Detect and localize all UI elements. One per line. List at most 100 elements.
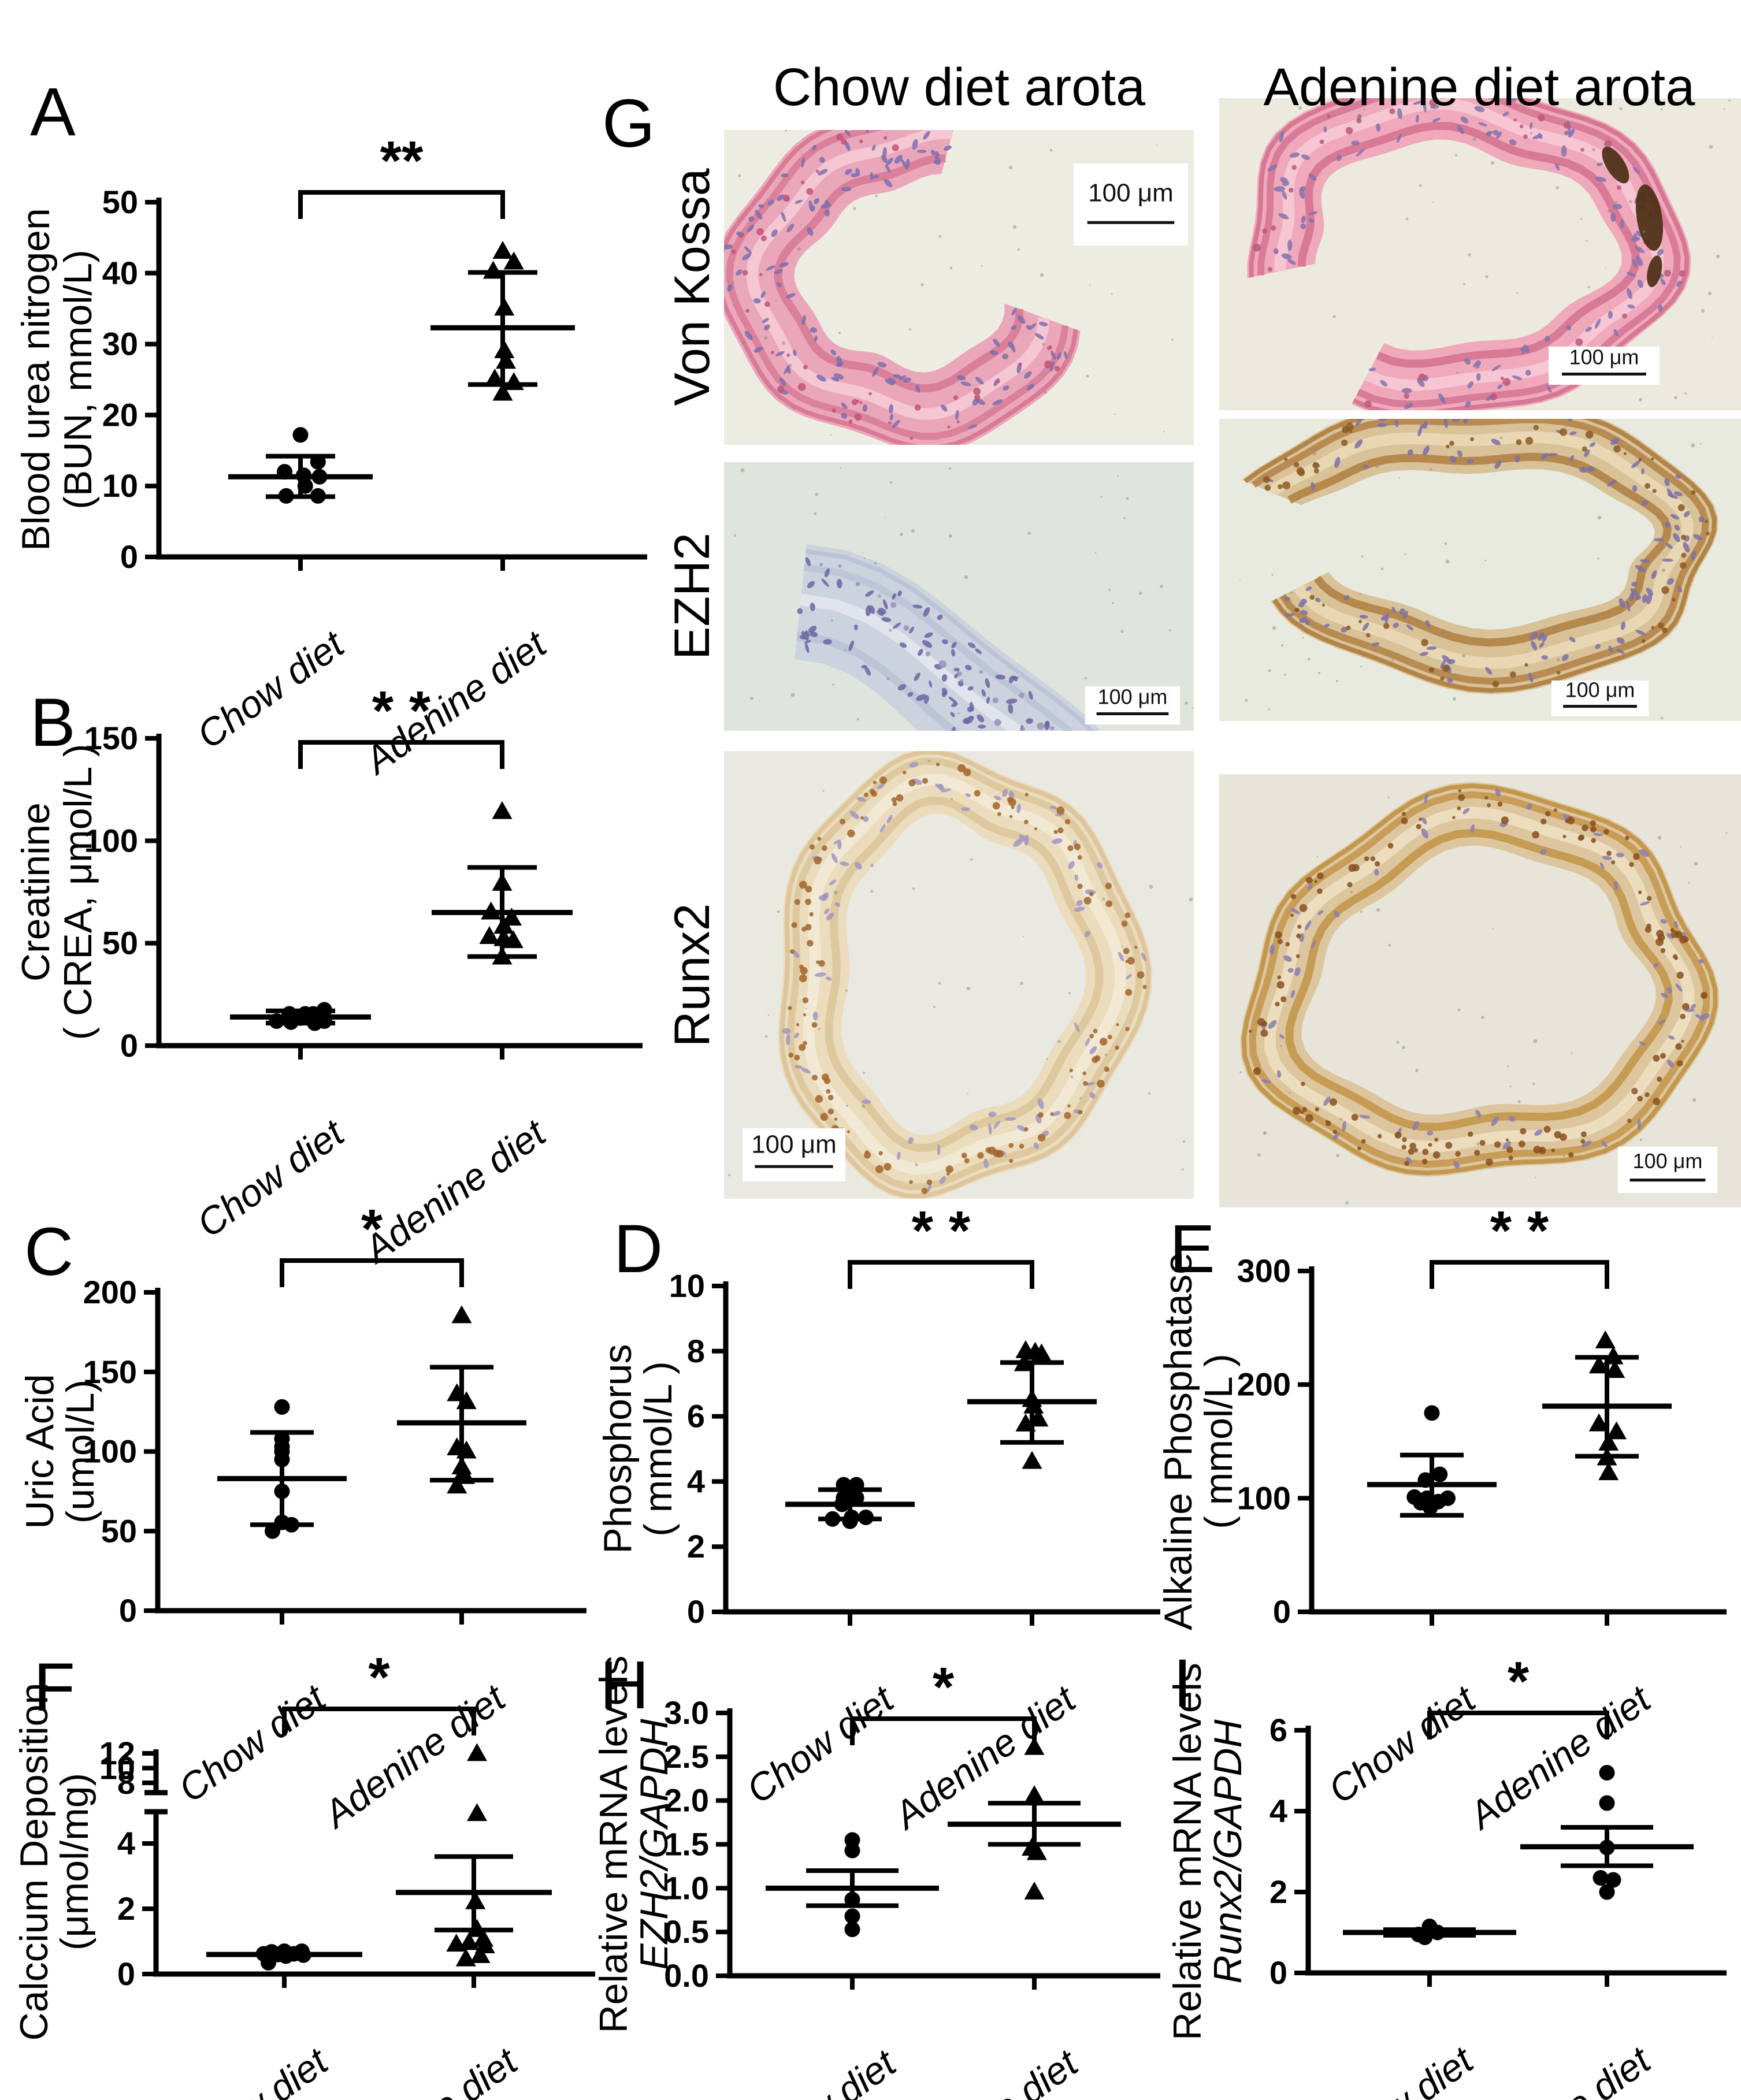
data-point [1606, 1421, 1627, 1440]
g-column-title-adenine: Adenine diet arota [1263, 58, 1695, 117]
axes [1309, 1266, 1727, 1615]
y-tick-label: 1.5 [664, 1826, 709, 1863]
data-point [1599, 1765, 1615, 1781]
error-bars [430, 270, 575, 387]
data-point [484, 369, 505, 386]
scale-bar-label: 100 μm [1565, 678, 1635, 702]
panel-letter-g: G [602, 86, 655, 162]
significance-stars: ** [380, 130, 424, 192]
y-axis-title-line: EZH2/GAPDH [632, 1718, 676, 1969]
y-axis-title-line: Creatinine [14, 802, 58, 982]
y-tick-label: 100 [84, 822, 138, 858]
significance-bracket [848, 1260, 1034, 1289]
data-point [261, 1954, 276, 1971]
data-point [1605, 1872, 1621, 1888]
y-tick-label: 50 [101, 1512, 137, 1549]
nuclei-layer [1265, 419, 1705, 683]
y-ticks: 0 100 200 300 [1237, 1252, 1312, 1630]
data-point [467, 1803, 487, 1822]
y-axis-title-line: Uric Acid [18, 1374, 62, 1529]
data-point [1024, 1737, 1045, 1755]
panel-letter-h: H [600, 1647, 649, 1723]
series-adenine-diet [396, 1743, 552, 1967]
y-tick-label: 100 [1237, 1480, 1291, 1516]
y-tick-label: 0.0 [664, 1957, 709, 1994]
y-tick-label: 4 [687, 1463, 705, 1499]
y-tick-label: 200 [1237, 1366, 1291, 1403]
x-category-label: Adenine diet [1460, 1677, 1660, 1838]
y-tick-label: 1.0 [664, 1869, 709, 1906]
axes [144, 1749, 595, 1977]
tissue-streak [774, 154, 1024, 393]
y-tick-label: 0 [120, 538, 138, 575]
scale-bar: 100 μm [1085, 685, 1180, 724]
y-tick-label: 0 [1273, 1593, 1291, 1630]
error-bars [967, 1360, 1097, 1445]
y-axis-title-line: Runx2/GAPDH [1206, 1719, 1250, 1983]
data-point [1595, 1330, 1616, 1348]
x-category-label: Chow diet [1320, 1677, 1484, 1812]
y-tick-label: 10 [99, 1750, 135, 1786]
series-adenine-diet [948, 1737, 1121, 1900]
tissue-streak [724, 130, 1078, 445]
error-bars [396, 1854, 552, 1932]
error-bars [230, 1008, 371, 1025]
series-adenine-diet [1520, 1765, 1694, 1900]
speckle-layer [788, 763, 1147, 1194]
scale-bar-label: 100 μm [1569, 345, 1639, 369]
y-tick-label: 0 [119, 1592, 137, 1629]
y-axis-title-line: Relative mRNA levels [592, 1656, 636, 2034]
y-tick-label: 0 [687, 1593, 705, 1630]
y-tick-label: 30 [102, 326, 138, 362]
data-point [470, 1945, 491, 1963]
panel-letter-d: D [614, 1211, 663, 1287]
data-point [292, 427, 309, 443]
data-point [1024, 1881, 1045, 1900]
error-bars [432, 865, 573, 959]
data-point [1026, 1842, 1047, 1860]
data-point [1022, 1451, 1042, 1469]
data-point [1605, 1360, 1625, 1378]
significance-bracket [280, 1258, 464, 1287]
significance-bracket [298, 740, 504, 769]
y-tick-label: 150 [84, 720, 138, 756]
nuclei-layer [724, 130, 1068, 429]
histology-image-runx2-chow: 100 μm [724, 751, 1194, 1199]
y-tick-label: 2 [687, 1528, 705, 1564]
tissue-streak [800, 593, 1027, 731]
series-adenine-diet [1542, 1330, 1672, 1481]
nuclei-layer [797, 557, 1050, 731]
x-category-label: Chow diet [741, 2040, 904, 2100]
significance-bracket [1430, 1260, 1609, 1289]
y-tick-label: 0 [1269, 1954, 1287, 1991]
tissue-ring [778, 751, 1153, 1199]
y-axis-title-line: Blood urea nitrogen [14, 208, 58, 551]
series-adenine-diet [430, 240, 575, 401]
data-point [492, 801, 513, 819]
data-point [479, 926, 500, 945]
data-point [492, 240, 513, 259]
data-point [447, 1475, 467, 1494]
data-point [492, 382, 513, 401]
panel-letter-i: I [1173, 1645, 1192, 1722]
y-ticks: 0.0 0.5 1.0 1.5 2.0 2.5 3.0 [664, 1694, 730, 1994]
histology-image-von-kossa-chow: 100 μm [724, 130, 1194, 445]
series-chow-diet [217, 1399, 347, 1539]
x-category-label: Adenine diet [355, 1110, 555, 1272]
g-column-title-chow: Chow diet arota [773, 58, 1146, 117]
tissue-streak [1257, 98, 1681, 408]
y-axis-title-line: ( mmol/L ) [1197, 1354, 1241, 1529]
scale-bar: 100 μm [1618, 1147, 1717, 1193]
series-adenine-diet [397, 1305, 526, 1494]
series-chow-diet [230, 1002, 371, 1031]
tissue-streak [803, 774, 1127, 1175]
y-ticks: 0 50 100 150 200 [83, 1274, 158, 1629]
data-point [1599, 1884, 1615, 1900]
axes [156, 734, 643, 1049]
y-axis-title-line: (μmol/mg) [53, 1773, 96, 1950]
data-point [265, 1523, 280, 1539]
